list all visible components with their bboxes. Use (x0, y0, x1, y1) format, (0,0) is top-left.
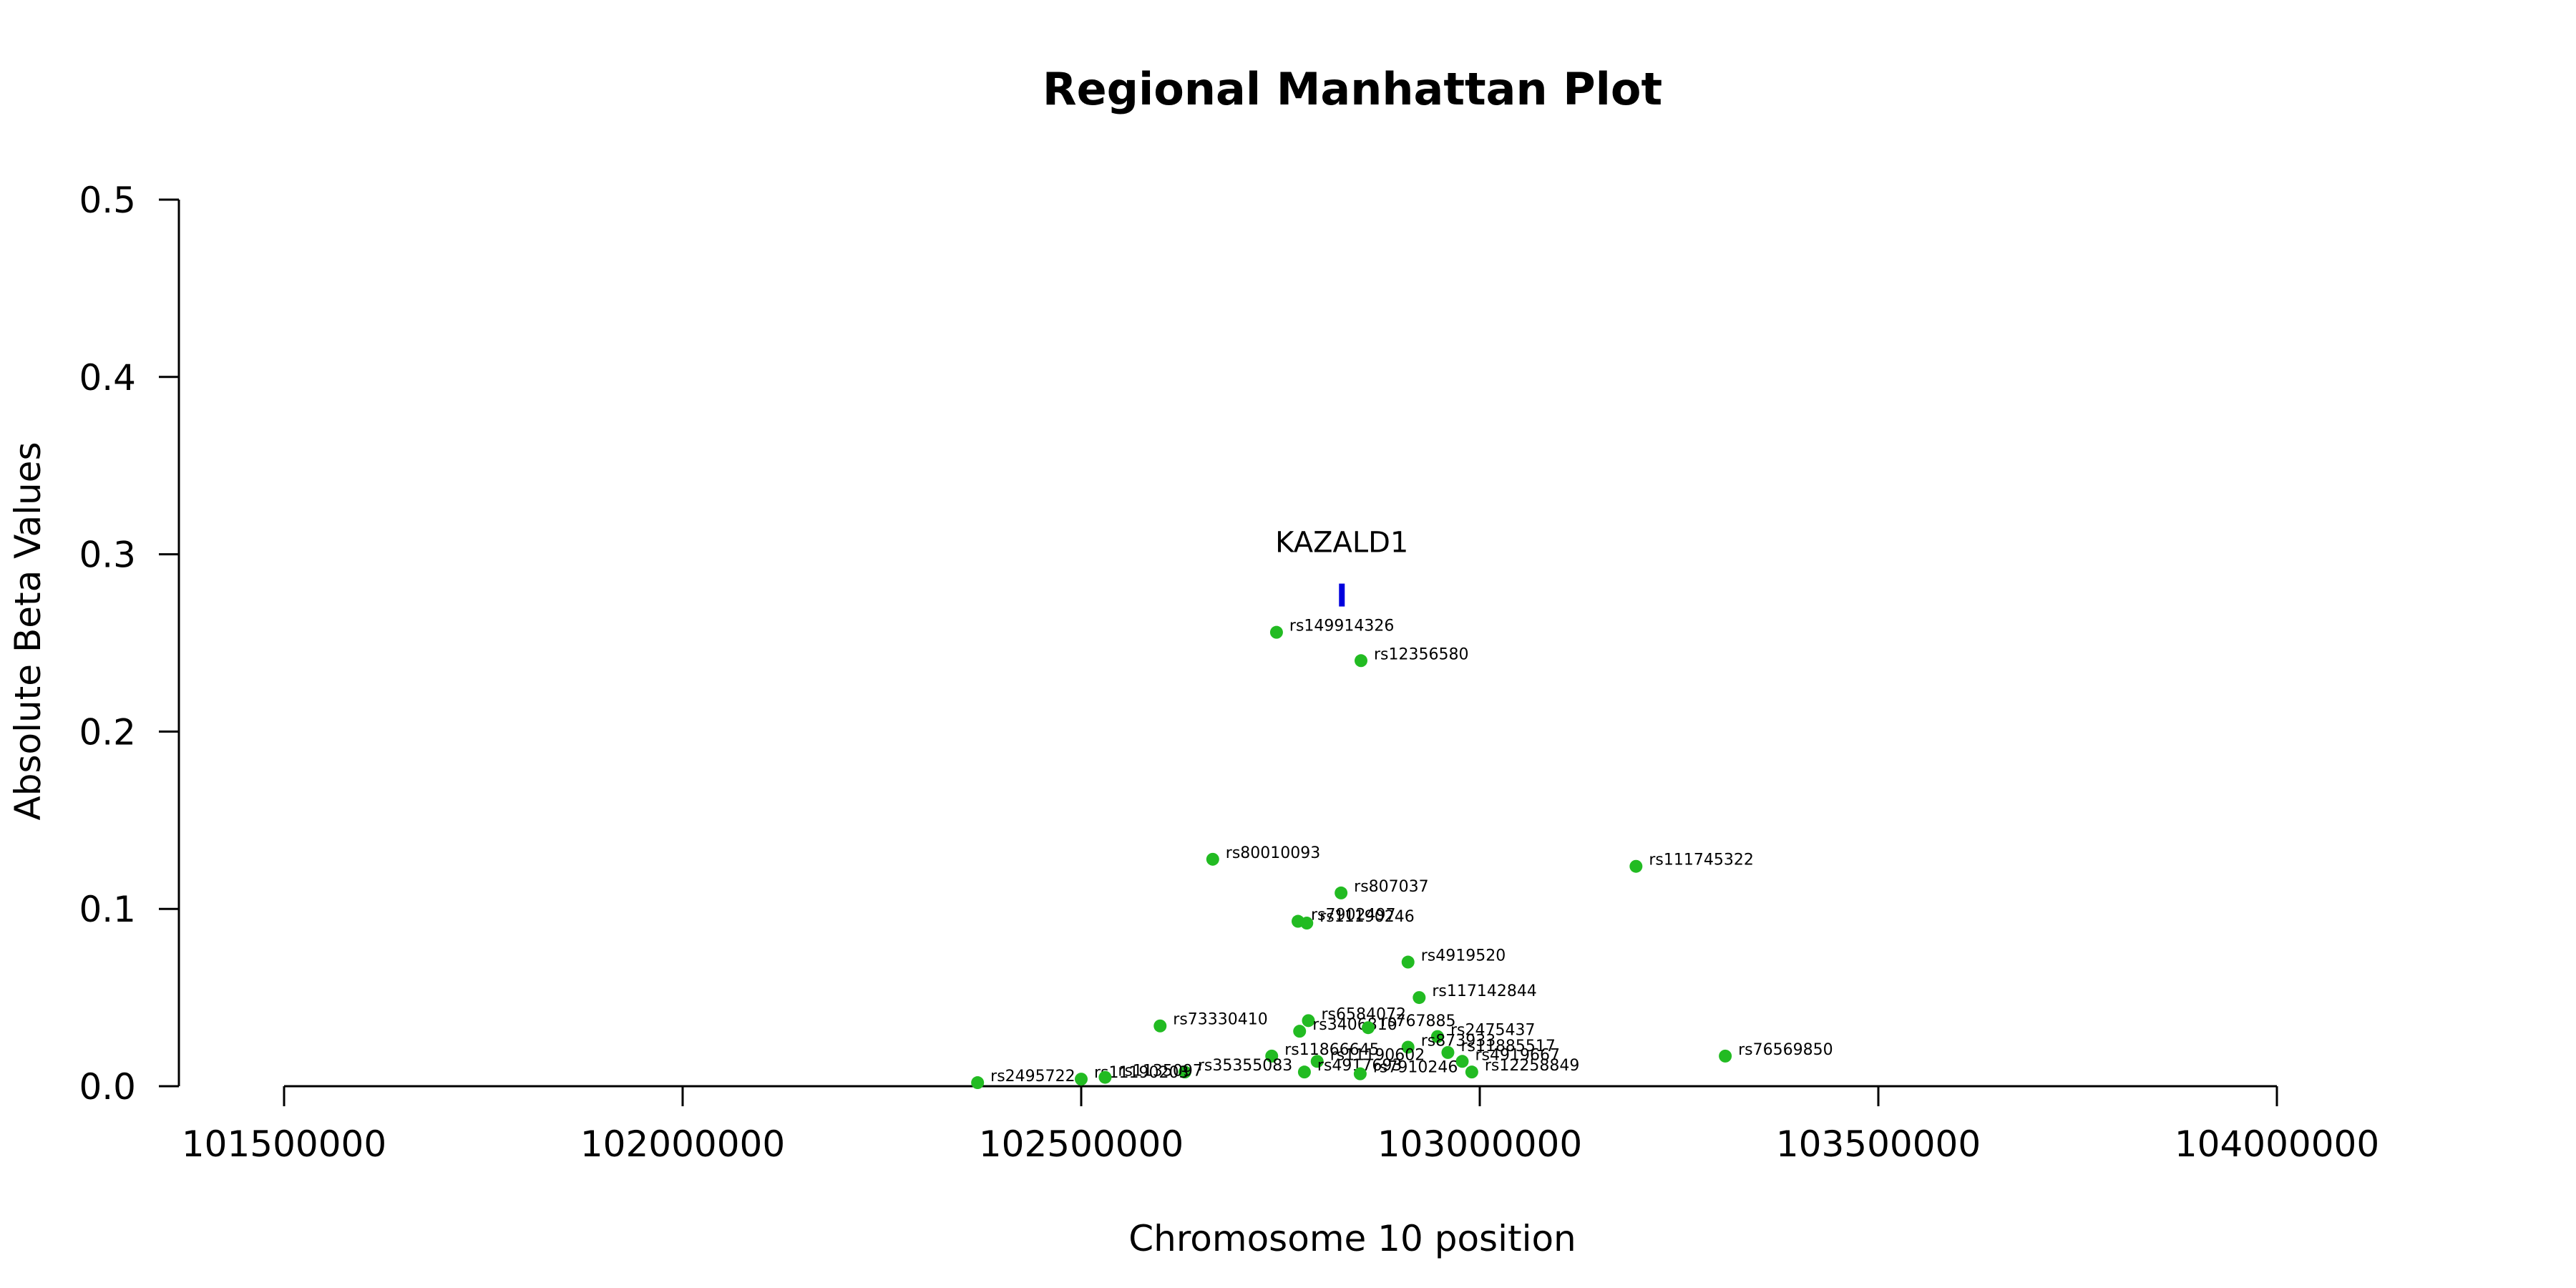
snp-label: rs7910246 (1373, 1059, 1458, 1077)
snp-point (1362, 1021, 1375, 1035)
snp-label: rs80010093 (1226, 844, 1320, 862)
snp-label: rs117142844 (1432, 982, 1536, 1000)
snp-label: rs149914326 (1289, 618, 1394, 635)
axes: 0.0 0.1 0.2 0.3 0.4 0.5 101500000 102000000 1025… (79, 180, 2379, 1165)
snp-point (1335, 886, 1348, 899)
snp-point (1206, 852, 1219, 866)
chart-title: Regional Manhattan Plot (1043, 63, 1662, 115)
y-tick-label: 0.1 (79, 889, 136, 930)
y-tick-label: 0.3 (79, 535, 136, 576)
snp-point (1178, 1065, 1191, 1079)
gene-markers: KAZALD1 (1275, 527, 1408, 607)
snp-point (1310, 1055, 1324, 1068)
y-tick-label: 0.4 (79, 357, 136, 399)
snp-point (1075, 1073, 1088, 1086)
snp-point (1401, 955, 1415, 969)
snp-label: rs2475437 (1450, 1022, 1536, 1040)
snp-point (1355, 654, 1368, 668)
snp-label: rs6584072 (1321, 1005, 1406, 1023)
snp-point (1465, 1065, 1478, 1079)
snp-label: rs11885517 (1460, 1038, 1555, 1055)
snp-points: rs149914326 rs12356580 rs80010093 rs1117453… (971, 618, 1833, 1090)
snp-label: rs1135097 (1118, 1063, 1203, 1080)
snp-point (1413, 991, 1426, 1005)
snp-label: rs767885 (1381, 1013, 1456, 1030)
snp-point (1401, 1040, 1415, 1054)
snp-label: rs35355083 (1198, 1057, 1292, 1075)
snp-label: rs11866645 (1284, 1041, 1379, 1059)
snp-point (1153, 1019, 1167, 1033)
snp-point (1353, 1067, 1367, 1080)
snp-label: rs4919520 (1421, 947, 1506, 965)
x-axis-title: Chromosome 10 position (1128, 1218, 1576, 1259)
snp-point (1265, 1049, 1279, 1063)
y-tick-label: 0.5 (79, 180, 136, 221)
x-tick-label: 103000000 (1377, 1123, 1582, 1165)
snp-label: rs76569850 (1738, 1041, 1833, 1059)
y-axis-title: Absolute Beta Values (7, 442, 49, 821)
gene-label: KAZALD1 (1275, 527, 1408, 560)
snp-label: rs11190246 (1319, 908, 1414, 926)
snp-point (1629, 859, 1643, 873)
x-tick-label: 102500000 (979, 1123, 1184, 1165)
y-tick-label: 0.2 (79, 711, 136, 753)
snp-point (971, 1076, 985, 1090)
snp-label: rs12258849 (1485, 1057, 1579, 1075)
snp-label: rs4919667 (1475, 1046, 1560, 1064)
snp-point (1269, 625, 1283, 639)
gene-marker (1339, 583, 1345, 607)
snp-point (1455, 1055, 1469, 1068)
x-tick-label: 102000000 (580, 1123, 785, 1165)
snp-label: rs7902497 (1311, 907, 1396, 924)
snp-point (1719, 1049, 1732, 1063)
x-tick-label: 101500000 (182, 1123, 386, 1165)
x-tick-label: 104000000 (2175, 1123, 2379, 1165)
snp-point (1293, 1025, 1307, 1038)
snp-point (1300, 917, 1314, 930)
y-tick-label: 0.0 (79, 1066, 136, 1108)
snp-label: rs12356580 (1374, 645, 1468, 663)
snp-point (1098, 1070, 1112, 1084)
snp-point (1430, 1030, 1444, 1043)
snp-label: rs807037 (1354, 878, 1429, 896)
snp-label: rs873933 (1421, 1032, 1496, 1050)
snp-label: rs3406810 (1312, 1016, 1397, 1034)
snp-point (1441, 1045, 1455, 1059)
snp-label: rs73330410 (1173, 1011, 1267, 1029)
snp-label: rs2495722 (990, 1068, 1075, 1085)
snp-label: rs111745322 (1649, 852, 1753, 869)
x-tick-label: 103500000 (1776, 1123, 1981, 1165)
snp-point (1302, 1014, 1315, 1028)
snp-label: rs11190602 (1330, 1046, 1425, 1064)
snp-point (1297, 1065, 1311, 1079)
